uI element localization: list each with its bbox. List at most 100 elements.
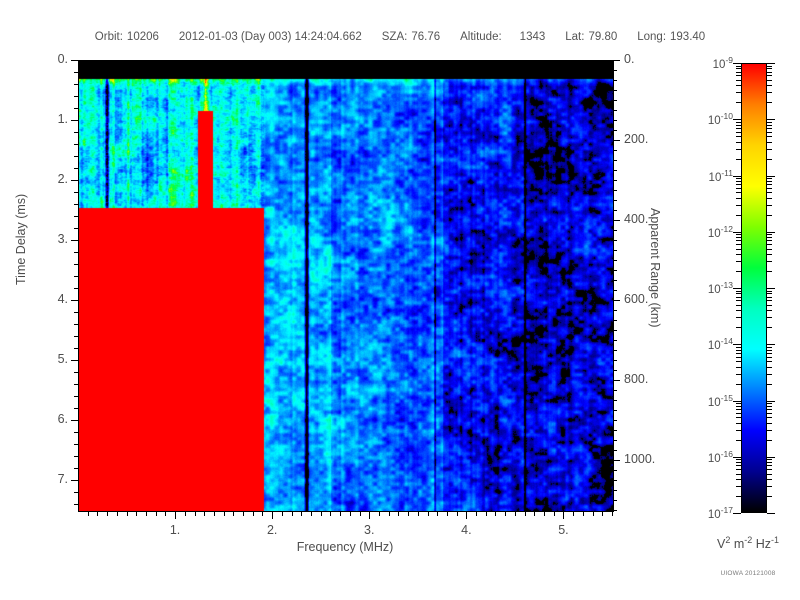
- y-right-minor-tick: [613, 340, 617, 341]
- x-minor-tick: [534, 511, 535, 516]
- colorbar-major-tick: [767, 63, 775, 64]
- colorbar-tick-exponent: -15: [720, 392, 733, 403]
- x-minor-tick: [330, 511, 331, 516]
- colorbar-minor-tick: [767, 125, 772, 126]
- colorbar-minor-tick: [767, 417, 772, 418]
- colorbar-minor-tick: [736, 240, 741, 241]
- y-left-minor-tick: [74, 312, 78, 313]
- colorbar-minor-tick: [767, 66, 772, 67]
- x-minor-tick: [340, 511, 341, 516]
- x-minor-tick: [88, 511, 89, 516]
- header-lat: Lat: 79.80: [565, 31, 617, 43]
- colorbar-minor-tick: [736, 327, 741, 328]
- x-minor-tick: [602, 511, 603, 516]
- colorbar-minor-tick: [767, 178, 772, 179]
- y-right-tick-label: 400.: [624, 212, 649, 226]
- colorbar-minor-tick: [736, 184, 741, 185]
- x-tick-label: 2.: [266, 523, 278, 537]
- colorbar-minor-tick: [736, 297, 741, 298]
- colorbar-minor-tick: [767, 406, 772, 407]
- y-left-minor-tick: [74, 72, 78, 73]
- y-right-major-tick: [613, 300, 620, 301]
- y-axis-right-title: Apparent Range (km): [648, 208, 662, 328]
- y-right-minor-tick: [613, 100, 617, 101]
- y-left-major-tick: [71, 360, 78, 361]
- y-right-tick-label: 200.: [624, 132, 649, 146]
- colorbar-minor-tick: [736, 132, 741, 133]
- x-minor-tick: [195, 511, 196, 516]
- y-left-minor-tick: [74, 168, 78, 169]
- x-minor-tick: [389, 511, 390, 516]
- colorbar-tick-label: 10-13: [679, 280, 733, 296]
- colorbar-minor-tick: [767, 136, 772, 137]
- x-major-tick: [369, 511, 370, 519]
- x-minor-tick: [214, 511, 215, 516]
- colorbar-minor-tick: [767, 198, 772, 199]
- colorbar-tick-mantissa: 10: [707, 396, 721, 409]
- colorbar-minor-tick: [767, 149, 772, 150]
- header-sza-value: 76.76: [411, 31, 441, 43]
- header-altitude-value: 1343: [519, 31, 546, 43]
- x-minor-tick: [428, 511, 429, 516]
- colorbar-minor-tick: [736, 486, 741, 487]
- y-right-minor-tick: [613, 400, 617, 401]
- y-left-tick-label: 1.: [57, 112, 68, 126]
- colorbar-minor-tick: [736, 310, 741, 311]
- colorbar-minor-tick: [767, 188, 772, 189]
- y-axis-left-title: Time Delay (ms): [14, 193, 28, 285]
- x-minor-tick: [204, 511, 205, 516]
- colorbar-minor-tick: [767, 353, 772, 354]
- x-minor-tick: [379, 511, 380, 516]
- colorbar-tick-exponent: -13: [720, 280, 733, 290]
- y-left-minor-tick: [74, 216, 78, 217]
- x-minor-tick: [97, 511, 98, 516]
- y-left-tick-label: 3.: [57, 232, 68, 246]
- y-left-minor-tick: [74, 348, 78, 349]
- y-left-minor-tick: [74, 192, 78, 193]
- colorbar-unit-m-exp: -2: [744, 535, 753, 545]
- colorbar-minor-tick: [767, 128, 772, 129]
- colorbar-minor-tick: [736, 198, 741, 199]
- colorbar-minor-tick: [736, 462, 741, 463]
- header-long-value: 193.40: [670, 31, 706, 43]
- colorbar-minor-tick: [736, 72, 741, 73]
- y-left-minor-tick: [74, 228, 78, 229]
- colorbar-minor-tick: [767, 237, 772, 238]
- colorbar-tick-label: 10-10: [679, 111, 733, 127]
- y-left-major-tick: [71, 120, 78, 121]
- colorbar-gradient: [741, 63, 767, 513]
- y-right-major-tick: [613, 380, 620, 381]
- x-minor-tick: [127, 511, 128, 516]
- y-right-minor-tick: [613, 160, 617, 161]
- colorbar-minor-tick: [736, 291, 741, 292]
- colorbar-minor-tick: [736, 68, 741, 69]
- x-tick-label: 5.: [558, 523, 569, 537]
- colorbar-minor-tick: [736, 85, 741, 86]
- y-right-minor-tick: [613, 170, 617, 171]
- y-right-minor-tick: [613, 420, 617, 421]
- colorbar-tick-label: 10-16: [679, 449, 733, 465]
- colorbar-minor-tick: [736, 367, 741, 368]
- x-minor-tick: [292, 511, 293, 516]
- colorbar-minor-tick: [767, 92, 772, 93]
- colorbar-minor-tick: [736, 149, 741, 150]
- x-minor-tick: [185, 511, 186, 516]
- y-left-minor-tick: [74, 408, 78, 409]
- colorbar-tick-label: 10-14: [679, 336, 733, 352]
- header-datetime: 2012-01-03 (Day 003) 14:24:04.662: [178, 31, 362, 43]
- colorbar-minor-tick: [736, 215, 741, 216]
- colorbar-major-tick: [767, 119, 775, 120]
- colorbar-minor-tick: [767, 68, 772, 69]
- colorbar-minor-tick: [736, 142, 741, 143]
- y-right-minor-tick: [613, 240, 617, 241]
- y-right-minor-tick: [613, 370, 617, 371]
- colorbar-major-tick: [733, 401, 741, 402]
- colorbar-minor-tick: [767, 234, 772, 235]
- colorbar-minor-tick: [767, 159, 772, 160]
- colorbar-tick-mantissa: 10: [707, 452, 721, 465]
- y-left-minor-tick: [74, 144, 78, 145]
- colorbar-minor-tick: [767, 300, 772, 301]
- colorbar-tick-exponent: -9: [725, 55, 733, 65]
- x-minor-tick: [311, 511, 312, 516]
- x-minor-tick: [437, 511, 438, 516]
